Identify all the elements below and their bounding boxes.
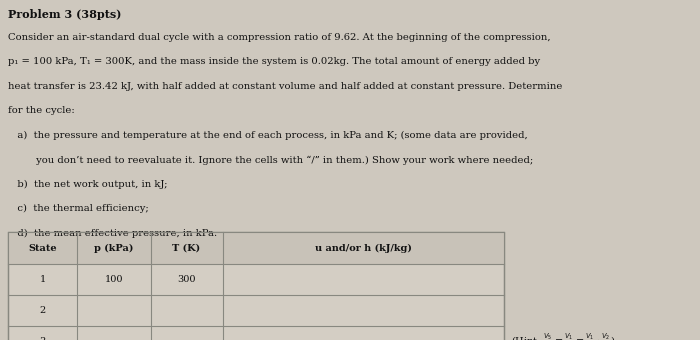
Text: p₁ = 100 kPa, T₁ = 300K, and the mass inside the system is 0.02kg. The total amo: p₁ = 100 kPa, T₁ = 300K, and the mass in…: [8, 57, 540, 66]
Text: you don’t need to reevaluate it. Ignore the cells with “/” in them.) Show your w: you don’t need to reevaluate it. Ignore …: [8, 155, 533, 165]
Text: 2: 2: [40, 306, 46, 315]
Text: T (K): T (K): [172, 244, 201, 253]
Text: d)  the mean effective pressure, in kPa.: d) the mean effective pressure, in kPa.: [8, 229, 218, 238]
Text: Problem 3 (38pts): Problem 3 (38pts): [8, 8, 122, 19]
Text: 100: 100: [104, 275, 123, 284]
Text: heat transfer is 23.42 kJ, with half added at constant volume and half added at : heat transfer is 23.42 kJ, with half add…: [8, 82, 563, 91]
Text: Consider an air-standard dual cycle with a compression ratio of 9.62. At the beg: Consider an air-standard dual cycle with…: [8, 33, 551, 42]
Text: 1: 1: [40, 275, 46, 284]
Text: p (kPa): p (kPa): [94, 243, 134, 253]
Text: a)  the pressure and temperature at the end of each process, in kPa and K; (some: a) the pressure and temperature at the e…: [8, 131, 528, 140]
Text: 3: 3: [40, 338, 46, 340]
Text: b)  the net work output, in kJ;: b) the net work output, in kJ;: [8, 180, 168, 189]
Text: u and/or h (kJ/kg): u and/or h (kJ/kg): [315, 243, 412, 253]
Text: (Hint: $\frac{V_5}{V_4} = \frac{V_1}{V_4} = \frac{V_1}{V_2} \cdot \frac{V_2}{V_4: (Hint: $\frac{V_5}{V_4} = \frac{V_1}{V_4…: [511, 332, 615, 340]
Text: 300: 300: [177, 275, 196, 284]
Text: c)  the thermal efficiency;: c) the thermal efficiency;: [8, 204, 149, 214]
Text: for the cycle:: for the cycle:: [8, 106, 75, 115]
Text: State: State: [29, 244, 57, 253]
